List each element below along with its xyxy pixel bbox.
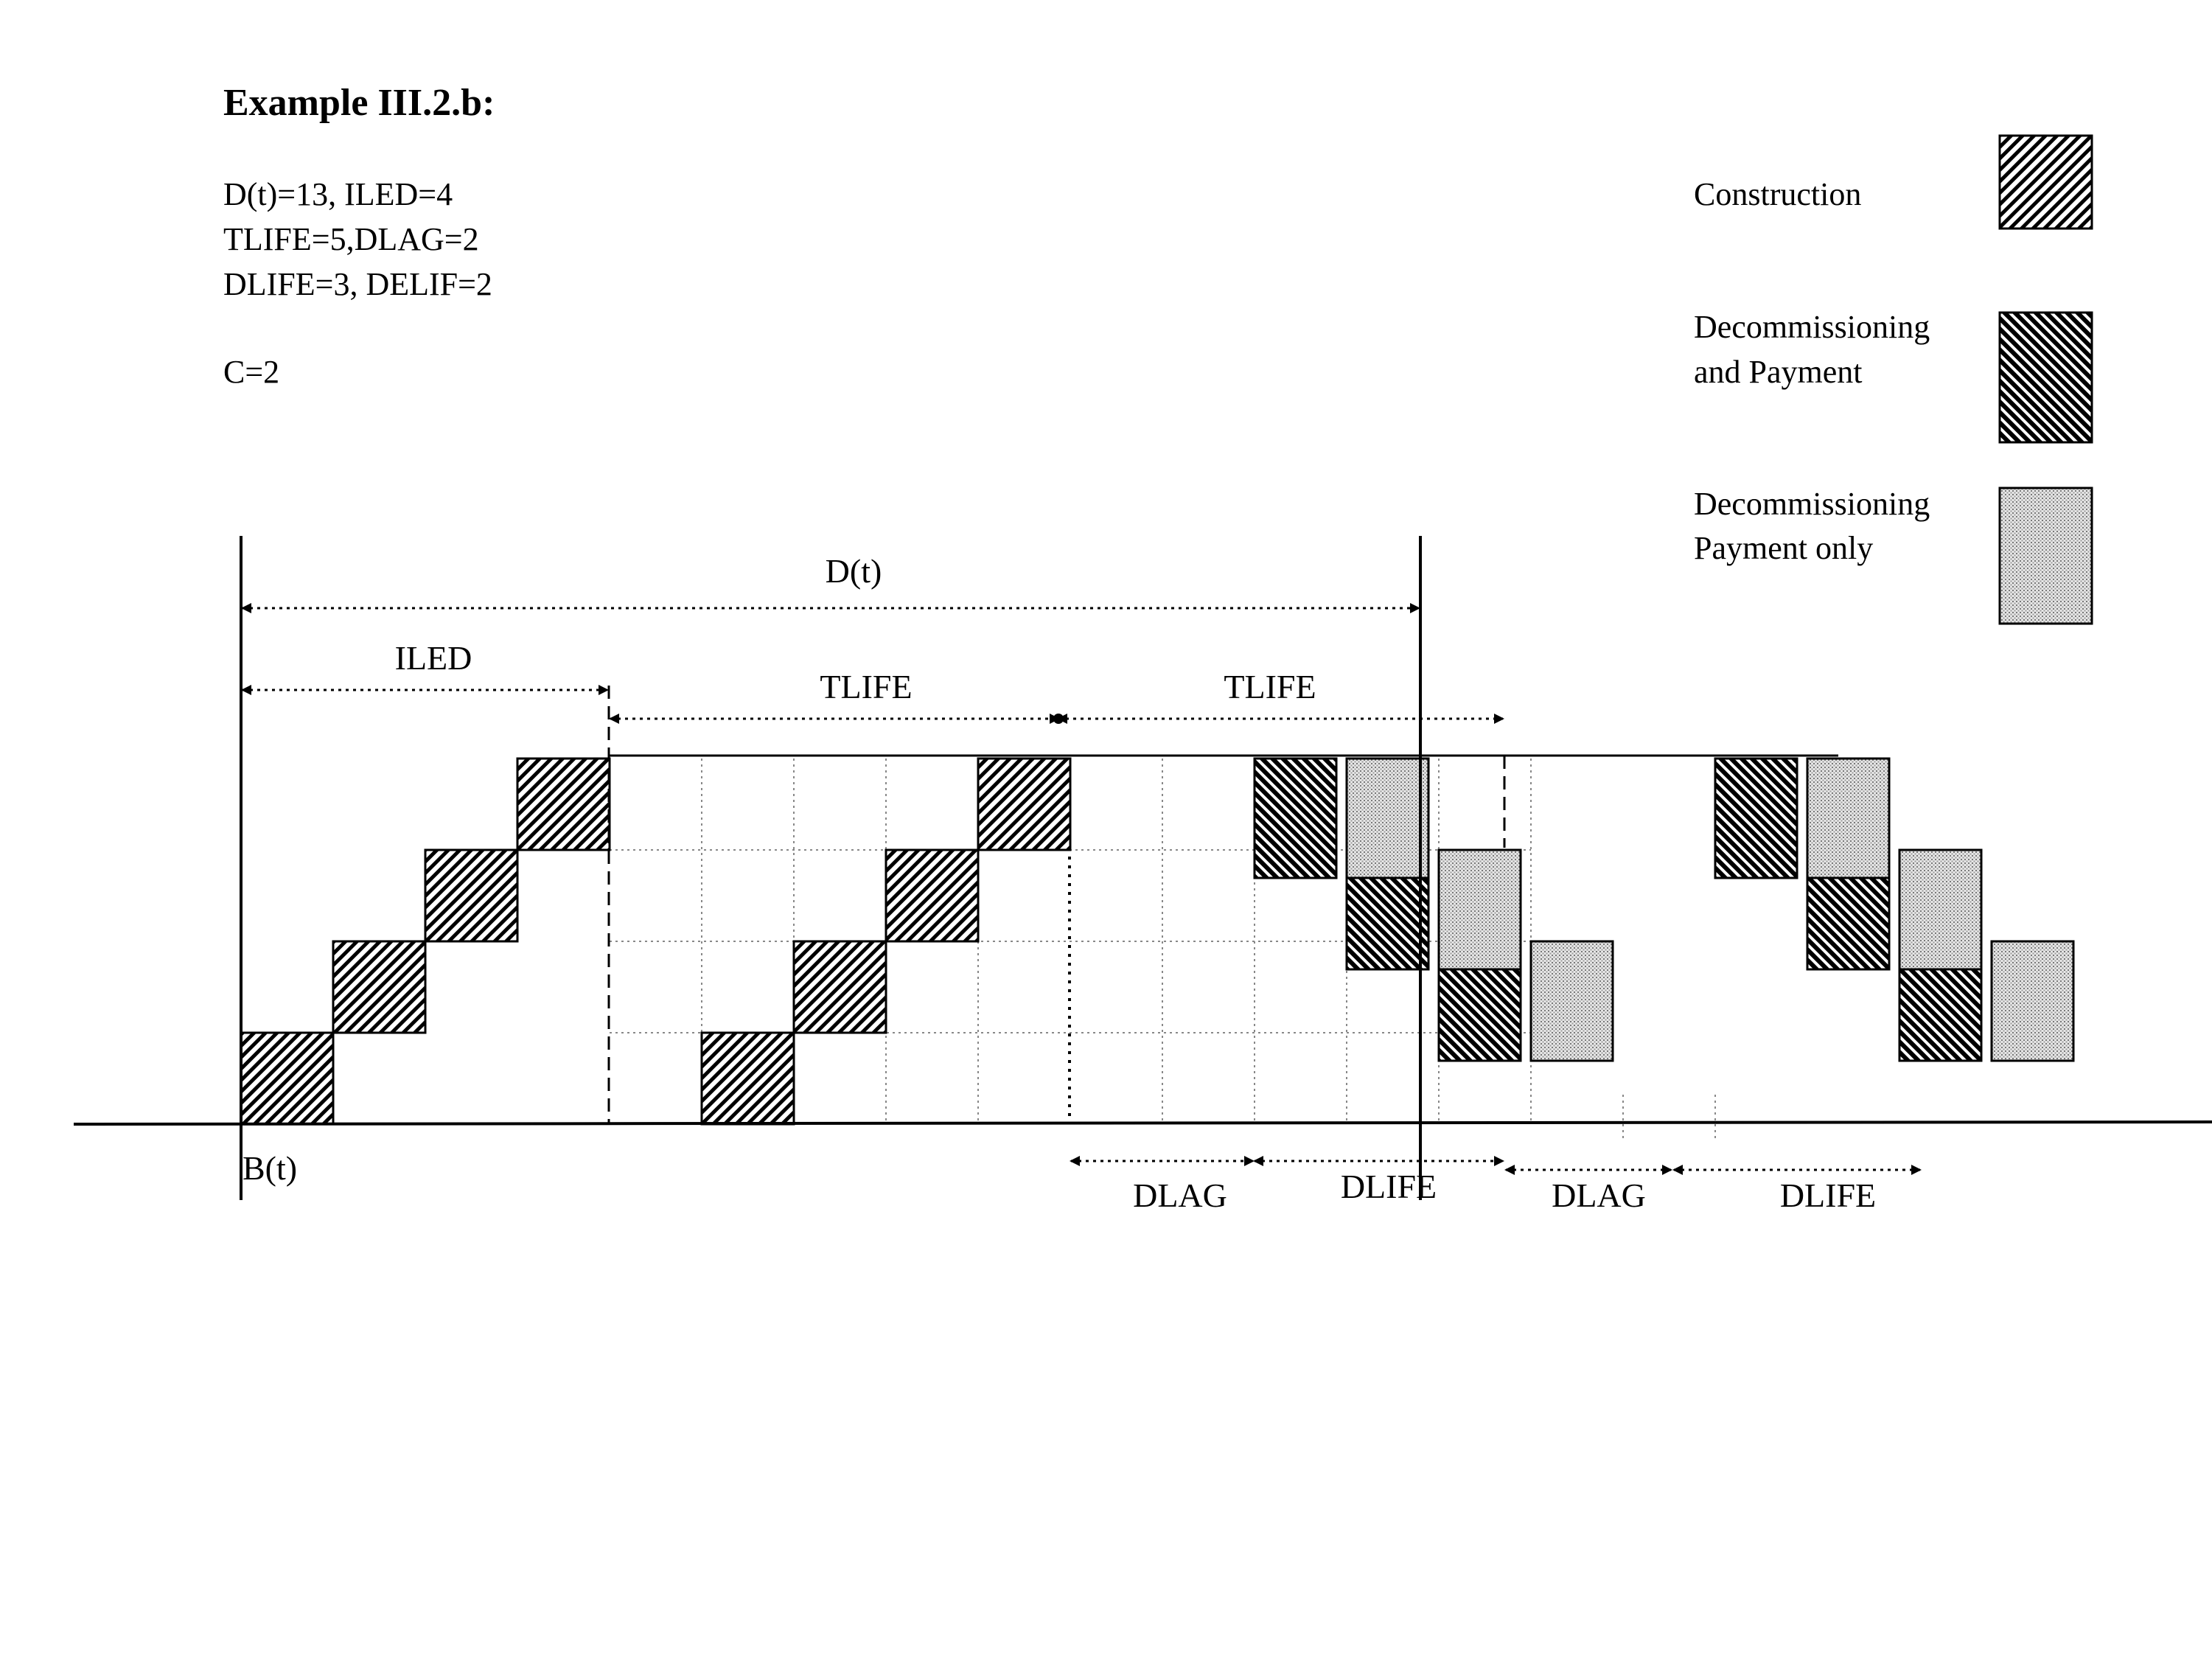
legend-payment-label-line2: Payment only — [1694, 530, 1873, 566]
iled-label: ILED — [395, 639, 472, 677]
legend-decomm-swatch — [1998, 311, 2093, 444]
payment-cell — [1806, 757, 1891, 879]
dlag2-label: DLAG — [1552, 1176, 1646, 1214]
tlife-junction-dot — [1053, 714, 1064, 724]
decomm-cell — [1253, 757, 1338, 879]
param-line-2: TLIFE=5,DLAG=2 — [223, 221, 479, 257]
legend-payment-swatch — [1998, 487, 2093, 625]
construction-cell — [977, 757, 1072, 851]
legend-construction-label: Construction — [1694, 176, 1861, 212]
construction-cell — [792, 940, 887, 1034]
construction-cell — [424, 848, 519, 943]
tlife1-label: TLIFE — [820, 668, 912, 705]
construction-cell — [332, 940, 427, 1034]
construction-cell — [516, 757, 611, 851]
payment-cell — [1529, 940, 1614, 1062]
payment-cell — [1990, 940, 2075, 1062]
bt-label: B(t) — [243, 1149, 297, 1187]
payment-cell — [1898, 848, 1983, 971]
dlife2-label: DLIFE — [1780, 1176, 1876, 1214]
legend-payment-label-line1: Decommissioning — [1694, 486, 1930, 522]
param-line-1: D(t)=13, ILED=4 — [223, 176, 453, 212]
dlag1-label: DLAG — [1133, 1176, 1227, 1214]
payment-cell — [1345, 757, 1430, 879]
construction-cell — [885, 848, 980, 943]
legend: Construction Decommissioning and Payment… — [1694, 134, 2093, 625]
decomm-cell — [1714, 757, 1798, 879]
dlife1-label: DLIFE — [1341, 1168, 1437, 1205]
time-axis — [73, 1120, 2212, 1126]
legend-decomm-label-line1: Decommissioning — [1694, 309, 1930, 345]
dt-label: D(t) — [826, 552, 882, 590]
construction-cell — [240, 1031, 335, 1126]
cohort-cells — [240, 757, 2075, 1126]
tlife2-label: TLIFE — [1224, 668, 1316, 705]
legend-decomm-label-line2: and Payment — [1694, 354, 1863, 390]
legend-construction-swatch — [1998, 134, 2093, 230]
payment-cell — [1437, 848, 1522, 971]
dimension-arrows — [241, 603, 1922, 1175]
construction-cell — [700, 1031, 795, 1126]
param-line-4: C=2 — [223, 354, 279, 390]
param-line-3: DLIFE=3, DELIF=2 — [223, 266, 492, 302]
structure-lines — [73, 536, 2212, 1200]
diagram-title: Example III.2.b: — [223, 82, 495, 124]
